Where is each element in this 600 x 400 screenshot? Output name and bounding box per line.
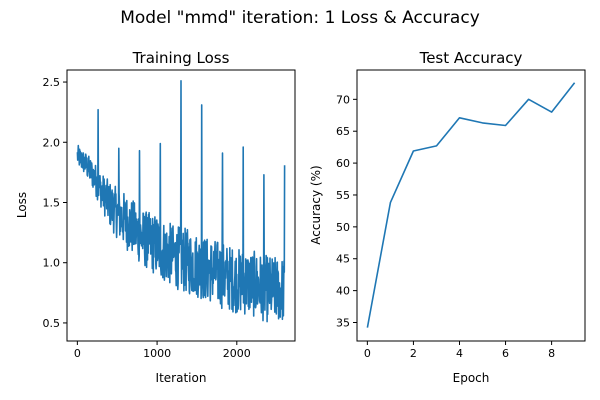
training-loss-axes-frame xyxy=(66,69,296,342)
training-loss-y-tick-label: 2.5 xyxy=(43,76,61,89)
test-accuracy-y-ticks: 35 40 45 50 55 60 65 70 xyxy=(336,93,357,330)
training-loss-y-label: Loss xyxy=(15,192,29,218)
test-accuracy-x-tick-label: 4 xyxy=(456,347,463,360)
test-accuracy-x-label: Epoch xyxy=(453,371,490,385)
test-accuracy-x-tick-label: 0 xyxy=(364,347,371,360)
test-accuracy-y-label: Accuracy (%) xyxy=(309,165,323,244)
test-accuracy-y-tick-label: 70 xyxy=(336,93,350,106)
test-accuracy-axes-frame xyxy=(356,69,586,342)
training-loss-x-tick-label: 2000 xyxy=(223,347,251,360)
test-accuracy-x-tick-label: 6 xyxy=(502,347,509,360)
training-loss-subplot: Training Loss 0 1000 2000 0.51.01.52.02.5 … xyxy=(15,49,296,385)
test-accuracy-title: Test Accuracy xyxy=(419,49,523,67)
training-loss-y-tick-label: 1.5 xyxy=(43,196,61,209)
training-loss-y-tick-label: 1.0 xyxy=(43,257,61,270)
test-accuracy-y-tick-label: 55 xyxy=(336,189,350,202)
test-accuracy-plot-area xyxy=(366,82,576,328)
training-loss-x-tick-label: 1000 xyxy=(143,347,171,360)
training-loss-plot-area xyxy=(76,80,286,323)
test-accuracy-y-tick-label: 40 xyxy=(336,285,350,298)
training-loss-title: Training Loss xyxy=(132,49,230,67)
training-loss-y-ticks: 0.5 1.0 1.5 2.0 2.5 xyxy=(43,76,67,330)
figure-title: Model "mmd" iteration: 1 Loss & Accuracy xyxy=(120,8,480,28)
training-loss-x-ticks: 0 1000 2000 xyxy=(74,341,251,360)
test-accuracy-x-ticks: 0 2 4 6 8 xyxy=(364,341,555,360)
training-loss-series-line xyxy=(76,80,286,323)
training-loss-y-tick-label: 0.5 xyxy=(43,317,61,330)
test-accuracy-y-tick-label: 45 xyxy=(336,253,350,266)
training-loss-y-tick-label: 2.0 xyxy=(43,136,61,149)
training-loss-x-tick-label: 0 xyxy=(74,347,81,360)
test-accuracy-y-tick-label: 50 xyxy=(336,221,350,234)
test-accuracy-subplot: Test Accuracy 0 2 4 6 8 35 40 45 50 55 60 65 70 Epo… xyxy=(309,49,586,385)
test-accuracy-y-tick-label: 65 xyxy=(336,125,350,138)
test-accuracy-series-line xyxy=(366,82,576,328)
training-loss-x-label: Iteration xyxy=(156,371,207,385)
test-accuracy-x-tick-label: 2 xyxy=(410,347,417,360)
test-accuracy-x-tick-label: 8 xyxy=(548,347,555,360)
test-accuracy-y-tick-label: 35 xyxy=(336,317,350,330)
test-accuracy-y-tick-label: 60 xyxy=(336,157,350,170)
